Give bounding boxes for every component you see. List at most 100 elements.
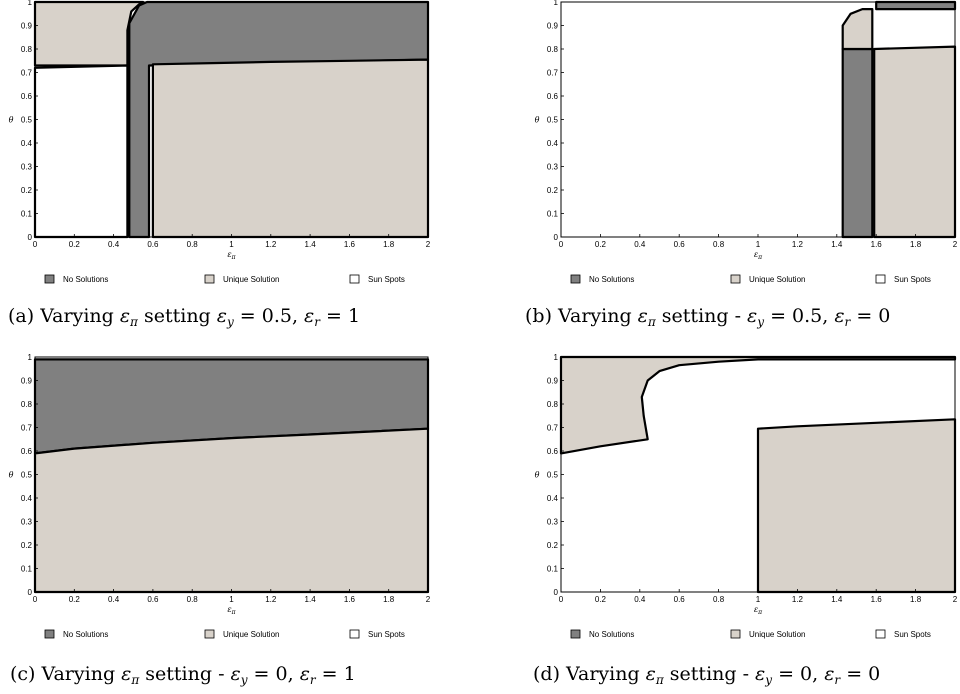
- x-tick-label: 0.6: [674, 240, 686, 249]
- x-tick-label: 0.2: [69, 595, 81, 604]
- y-tick-label: 0.1: [547, 565, 559, 574]
- caption: (b) Varying επ setting - εy = 0.5, εr = …: [525, 305, 890, 329]
- caption: (a) Varying επ setting εy = 0.5, εr = 1: [8, 305, 360, 329]
- x-tick-label: 1.8: [910, 240, 922, 249]
- legend-label-unique-solution: Unique Solution: [749, 630, 805, 639]
- y-tick-label: 0.9: [21, 377, 33, 386]
- y-tick-label: 0.4: [21, 139, 33, 148]
- y-tick-label: 0.7: [547, 69, 559, 78]
- y-tick-label: 0.8: [21, 400, 33, 409]
- x-tick-label: 1: [756, 595, 761, 604]
- y-tick-label: 1: [28, 353, 33, 362]
- y-tick-label: 0.3: [21, 518, 33, 527]
- x-tick-label: 2: [426, 595, 431, 604]
- x-tick-label: 1.2: [792, 595, 804, 604]
- legend-swatch-sun-spots: [875, 629, 886, 639]
- y-tick-label: 0.7: [21, 69, 33, 78]
- y-tick-label: 0.5: [547, 471, 559, 480]
- y-tick-label: 1: [28, 0, 33, 7]
- region-unique-solution-2: [841, 8, 874, 51]
- x-tick-label: 0.2: [69, 240, 81, 249]
- y-axis-label: θ: [9, 116, 14, 125]
- y-tick-label: 0.6: [547, 92, 559, 101]
- x-tick-label: 1.6: [871, 595, 883, 604]
- legend-label-sun-spots: Sun Spots: [368, 275, 405, 284]
- legend-label-sun-spots: Sun Spots: [368, 630, 405, 639]
- y-tick-label: 0.3: [547, 518, 559, 527]
- x-tick-label: 1: [229, 240, 234, 249]
- y-tick-label: 0.8: [21, 45, 33, 54]
- x-tick-label: 1.4: [305, 595, 317, 604]
- legend-swatch-unique-solution: [204, 274, 215, 284]
- x-tick-label: 1: [229, 595, 234, 604]
- y-tick-label: 0.1: [547, 210, 559, 219]
- legend-swatch-sun-spots: [349, 629, 360, 639]
- region-no-solutions-0: [841, 47, 874, 239]
- y-tick-label: 0.2: [21, 186, 33, 195]
- legend-swatch-no-solutions: [44, 629, 55, 639]
- x-axis-label: επ: [227, 605, 236, 616]
- x-tick-label: 1.6: [871, 240, 883, 249]
- y-axis-label: θ: [535, 471, 540, 480]
- region-unique-solution-1: [873, 45, 957, 239]
- x-tick-label: 1.4: [831, 595, 843, 604]
- region-unique-solution-1: [33, 427, 430, 594]
- legend-label-no-solutions: No Solutions: [589, 275, 634, 284]
- x-tick-label: 2: [426, 240, 431, 249]
- x-tick-label: 0.6: [674, 595, 686, 604]
- y-tick-label: 0.1: [21, 210, 33, 219]
- x-tick-label: 1.8: [910, 595, 922, 604]
- y-tick-label: 0.5: [547, 116, 559, 125]
- y-tick-label: 0.9: [21, 22, 33, 31]
- caption: (c) Varying επ setting - εy = 0, εr = 1: [10, 663, 356, 687]
- y-tick-label: 0: [554, 588, 559, 597]
- x-tick-label: 0.2: [595, 595, 607, 604]
- panel-d: 0 0.2 0.4 0.6 0.8 1 1.2 1.4 1.6 1.8 2 0 0.1 0.2 0.3 0.4…: [533, 353, 958, 687]
- y-tick-label: 0.1: [21, 565, 33, 574]
- caption: (d) Varying επ setting - εy = 0, εr = 0: [533, 663, 880, 687]
- y-tick-label: 0.8: [547, 45, 559, 54]
- panel-c: 0 0.2 0.4 0.6 0.8 1 1.2 1.4 1.6 1.8 2 0 0.1 0.2 0.3 0.4…: [9, 353, 431, 687]
- x-tick-label: 0.8: [187, 240, 199, 249]
- legend-label-no-solutions: No Solutions: [589, 630, 634, 639]
- x-tick-label: 1.6: [344, 595, 356, 604]
- y-tick-label: 0.2: [21, 541, 33, 550]
- legend-label-no-solutions: No Solutions: [63, 275, 108, 284]
- legend-swatch-no-solutions: [570, 274, 581, 284]
- x-tick-label: 1.6: [344, 240, 356, 249]
- x-tick-label: 2: [953, 595, 958, 604]
- region-no-solutions-3: [875, 0, 957, 11]
- y-axis-label: θ: [535, 116, 540, 125]
- legend-label-sun-spots: Sun Spots: [894, 630, 931, 639]
- x-tick-label: 0.4: [634, 240, 646, 249]
- y-tick-label: 0.9: [547, 22, 559, 31]
- y-tick-label: 0.7: [547, 424, 559, 433]
- x-tick-label: 0.4: [634, 595, 646, 604]
- x-tick-label: 1.2: [265, 595, 277, 604]
- x-tick-label: 1.2: [265, 240, 277, 249]
- y-tick-label: 0.4: [547, 139, 559, 148]
- y-tick-label: 0.8: [547, 400, 559, 409]
- y-tick-label: 0.4: [21, 494, 33, 503]
- y-tick-label: 0: [28, 233, 33, 242]
- x-tick-label: 1.8: [383, 595, 395, 604]
- x-tick-label: 0.4: [108, 240, 120, 249]
- y-tick-label: 0.5: [21, 471, 33, 480]
- x-tick-label: 0.8: [187, 595, 199, 604]
- y-tick-label: 0.3: [547, 163, 559, 172]
- x-tick-label: 0.4: [108, 595, 120, 604]
- x-tick-label: 0.8: [713, 595, 725, 604]
- x-tick-label: 1.2: [792, 240, 804, 249]
- legend-label-sun-spots: Sun Spots: [894, 275, 931, 284]
- y-tick-label: 0.2: [547, 186, 559, 195]
- legend-swatch-sun-spots: [349, 274, 360, 284]
- y-tick-label: 0.9: [547, 377, 559, 386]
- y-tick-label: 0.7: [21, 424, 33, 433]
- y-axis-label: θ: [9, 471, 14, 480]
- x-tick-label: 0: [559, 595, 564, 604]
- y-tick-label: 0.3: [21, 163, 33, 172]
- x-tick-label: 0: [33, 240, 38, 249]
- x-axis-label: επ: [754, 605, 763, 616]
- y-tick-label: 0.6: [21, 447, 33, 456]
